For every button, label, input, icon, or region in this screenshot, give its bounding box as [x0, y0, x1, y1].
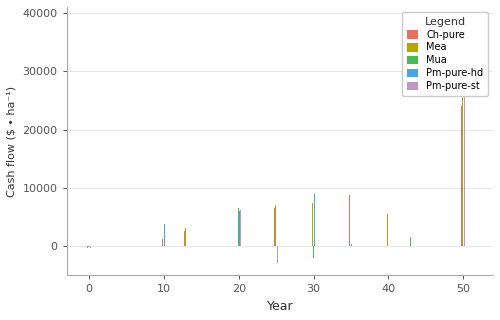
Bar	[463, 16, 464, 246]
Bar	[464, 77, 465, 246]
Bar	[164, 223, 165, 246]
Bar	[187, 222, 188, 246]
Bar	[275, 205, 276, 246]
Bar	[461, 106, 462, 246]
Legend: Ch-pure, Mea, Mua, Pm-pure-hd, Pm-pure-st: Ch-pure, Mea, Mua, Pm-pure-hd, Pm-pure-s…	[402, 12, 488, 96]
Bar	[184, 231, 185, 246]
Y-axis label: Cash flow ($ • ha⁻¹): Cash flow ($ • ha⁻¹)	[7, 86, 17, 197]
Bar	[163, 240, 164, 246]
Bar	[90, 246, 91, 248]
Bar	[239, 211, 240, 246]
Bar	[410, 237, 411, 246]
Bar	[237, 222, 238, 246]
Bar	[274, 208, 275, 246]
Bar	[87, 246, 88, 248]
Bar	[350, 244, 352, 246]
Bar	[349, 195, 350, 246]
X-axis label: Year: Year	[266, 300, 293, 313]
Bar	[185, 228, 186, 246]
Bar	[313, 246, 314, 258]
Bar	[89, 246, 90, 247]
Bar	[387, 214, 388, 246]
Bar	[238, 208, 239, 246]
Bar	[312, 203, 313, 246]
Bar	[389, 192, 390, 246]
Bar	[315, 246, 316, 250]
Bar	[276, 211, 278, 246]
